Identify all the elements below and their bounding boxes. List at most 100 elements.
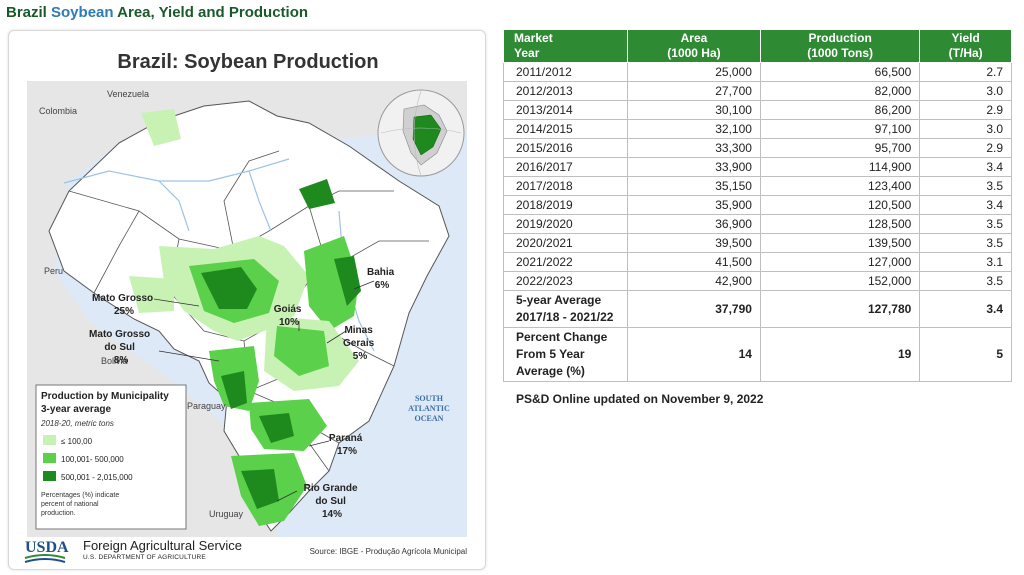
cell-yield: 2.9 bbox=[919, 100, 1012, 120]
cell-year: 2021/2022 bbox=[503, 252, 628, 272]
cell-year: 2014/2015 bbox=[503, 119, 628, 139]
cell-area: 35,900 bbox=[627, 195, 761, 215]
cell-area: 33,900 bbox=[627, 157, 761, 177]
cell-area: 25,000 bbox=[627, 62, 761, 82]
table-row: 2017/2018 35,150 123,400 3.5 bbox=[503, 176, 1012, 196]
table-row: 2020/2021 39,500 139,500 3.5 bbox=[503, 233, 1012, 253]
legend-item-light: ≤ 100,00 bbox=[61, 437, 93, 446]
state-label-mato-grosso-do-sul: Mato Grosso do Sul 8% bbox=[89, 329, 153, 366]
cell-year: 2015/2016 bbox=[503, 138, 628, 158]
header-area: Area (1000 Ha) bbox=[627, 29, 761, 63]
cell-year: 2022/2023 bbox=[503, 271, 628, 291]
header-yield: Yield (T/Ha) bbox=[919, 29, 1012, 63]
header-production: Production (1000 Tons) bbox=[759, 29, 921, 63]
area-light-roraima bbox=[141, 109, 181, 146]
label-colombia: Colombia bbox=[39, 106, 77, 116]
cell-yield: 3.0 bbox=[919, 81, 1012, 101]
legend-item-medium: 100,001- 500,000 bbox=[61, 455, 124, 464]
cell-production: 95,700 bbox=[759, 138, 921, 158]
cell-yield: 3.5 bbox=[919, 214, 1012, 234]
five-year-average-row: 5-year Average 2017/18 - 2021/22 37,790 1… bbox=[503, 290, 1012, 328]
cell-area: 39,500 bbox=[627, 233, 761, 253]
five-year-average-area: 37,790 bbox=[627, 290, 761, 328]
area-dark-mato-grosso bbox=[201, 267, 257, 309]
area-dark-rio-grande-do-sul bbox=[241, 469, 279, 509]
cell-yield: 3.5 bbox=[919, 233, 1012, 253]
label-bolivia: Bolivia bbox=[101, 356, 128, 366]
legend-note-line3: production. bbox=[41, 510, 76, 517]
cell-year: 2016/2017 bbox=[503, 157, 628, 177]
percent-change-row: Percent Change From 5 Year Average (%) 14 … bbox=[503, 327, 1012, 382]
cell-area: 42,900 bbox=[627, 271, 761, 291]
agency-name: Foreign Agricultural Service bbox=[83, 538, 242, 553]
state-label-mato-grosso: Mato Grosso 25% bbox=[92, 293, 156, 317]
legend-swatch-medium bbox=[43, 453, 56, 463]
legend-title-line1: Production by Municipality bbox=[41, 391, 169, 402]
area-light-rondonia bbox=[129, 276, 174, 313]
usda-logo: USDA bbox=[25, 539, 69, 556]
cell-yield: 3.5 bbox=[919, 271, 1012, 291]
cell-production: 128,500 bbox=[759, 214, 921, 234]
table-row: 2012/2013 27,700 82,000 3.0 bbox=[503, 81, 1012, 101]
state-label-parana: Paraná 17% bbox=[329, 433, 365, 457]
cell-yield: 3.4 bbox=[919, 157, 1012, 177]
table-header-row: Market Year Area (1000 Ha) Production (1000… bbox=[503, 29, 1012, 63]
map-source: Source: IBGE - Produção Agrícola Municip… bbox=[309, 547, 467, 556]
area-medium-goias bbox=[274, 326, 329, 376]
cell-year: 2011/2012 bbox=[503, 62, 628, 82]
map-title: Brazil: Soybean Production bbox=[117, 51, 379, 73]
cell-area: 27,700 bbox=[627, 81, 761, 101]
soybean-production-map: Venezuela Colombia Peru Bolivia Paraguay… bbox=[8, 30, 486, 570]
state-label-rio-grande-do-sul: Rio Grande do Sul 14% bbox=[304, 483, 361, 520]
table-row: 2015/2016 33,300 95,700 2.9 bbox=[503, 138, 1012, 158]
table-row: 2018/2019 35,900 120,500 3.4 bbox=[503, 195, 1012, 215]
state-label-goias: Goiás 10% bbox=[274, 304, 305, 328]
cell-production: 123,400 bbox=[759, 176, 921, 196]
page-title: Brazil Soybean Area, Yield and Productio… bbox=[6, 4, 308, 21]
soybean-data-table: Market Year Area (1000 Ha) Production (1000… bbox=[503, 29, 1012, 382]
map-figure: Venezuela Colombia Peru Bolivia Paraguay… bbox=[24, 81, 467, 563]
department-name: U.S. DEPARTMENT OF AGRICULTURE bbox=[83, 554, 206, 561]
label-uruguay: Uruguay bbox=[209, 509, 244, 519]
table-row: 2013/2014 30,100 86,200 2.9 bbox=[503, 100, 1012, 120]
legend-title-line2: 3-year average bbox=[41, 404, 111, 415]
cell-area: 30,100 bbox=[627, 100, 761, 120]
label-venezuela: Venezuela bbox=[107, 89, 149, 99]
state-label-bahia: Bahia 6% bbox=[367, 267, 397, 291]
ocean-label: SOUTH ATLANTIC OCEAN bbox=[408, 394, 450, 423]
state-labels: Mato Grosso 25% Mato Grosso do Sul 8% Go… bbox=[89, 267, 397, 520]
cell-area: 32,100 bbox=[627, 119, 761, 139]
cell-year: 2019/2020 bbox=[503, 214, 628, 234]
area-dark-matopiba bbox=[299, 179, 335, 209]
percent-change-label: Percent Change From 5 Year Average (%) bbox=[503, 327, 628, 382]
table-row: 2019/2020 36,900 128,500 3.5 bbox=[503, 214, 1012, 234]
five-year-average-production: 127,780 bbox=[759, 290, 921, 328]
percent-change-production: 19 bbox=[759, 327, 921, 382]
cell-production: 82,000 bbox=[759, 81, 921, 101]
ocean-label-line3: OCEAN bbox=[415, 414, 444, 423]
cell-production: 97,100 bbox=[759, 119, 921, 139]
cell-production: 66,500 bbox=[759, 62, 921, 82]
cell-yield: 3.4 bbox=[919, 195, 1012, 215]
percent-change-yield: 5 bbox=[919, 327, 1012, 382]
production-areas bbox=[129, 109, 361, 526]
table-row: 2021/2022 41,500 127,000 3.1 bbox=[503, 252, 1012, 272]
cell-production: 139,500 bbox=[759, 233, 921, 253]
label-peru: Peru bbox=[44, 266, 63, 276]
globe-inset bbox=[377, 89, 465, 177]
area-dark-mato-grosso-do-sul bbox=[221, 371, 247, 409]
area-dark-parana bbox=[259, 413, 294, 443]
legend-note-line1: Percentages (%) indicate bbox=[41, 492, 119, 499]
legend-swatch-dark bbox=[43, 471, 56, 481]
table-row: 2016/2017 33,900 114,900 3.4 bbox=[503, 157, 1012, 177]
cell-yield: 2.9 bbox=[919, 138, 1012, 158]
cell-year: 2013/2014 bbox=[503, 100, 628, 120]
usda-logo-mark bbox=[24, 554, 66, 563]
state-label-minas-gerais: Minas Gerais 5% bbox=[343, 325, 377, 362]
cell-yield: 3.5 bbox=[919, 176, 1012, 196]
country-labels: Venezuela Colombia Peru Bolivia Paraguay… bbox=[39, 89, 244, 519]
cell-area: 36,900 bbox=[627, 214, 761, 234]
legend-subtitle: 2018-20, metric tons bbox=[40, 419, 114, 428]
page-title-link-soybean[interactable]: Soybean bbox=[51, 4, 114, 21]
page-title-part1: Brazil bbox=[6, 4, 52, 21]
